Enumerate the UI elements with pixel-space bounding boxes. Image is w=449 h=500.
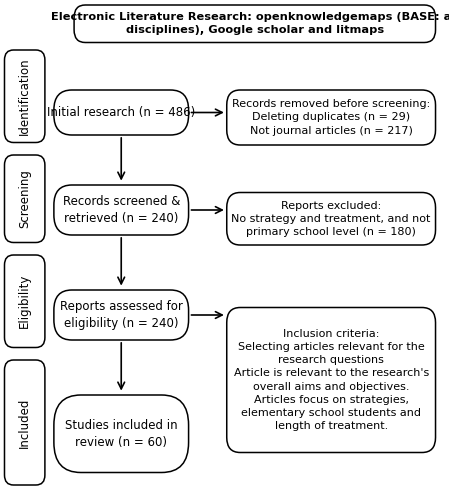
FancyBboxPatch shape [4, 255, 45, 348]
Text: Records screened &
retrieved (n = 240): Records screened & retrieved (n = 240) [62, 195, 180, 225]
FancyBboxPatch shape [227, 90, 436, 145]
FancyBboxPatch shape [227, 308, 436, 452]
Text: Reports excluded:
No strategy and treatment, and not
primary school level (n = 1: Reports excluded: No strategy and treatm… [231, 200, 431, 237]
FancyBboxPatch shape [54, 185, 189, 235]
FancyBboxPatch shape [4, 360, 45, 485]
Text: Included: Included [18, 398, 31, 448]
FancyBboxPatch shape [227, 192, 436, 245]
FancyBboxPatch shape [54, 290, 189, 340]
Text: Screening: Screening [18, 170, 31, 228]
FancyBboxPatch shape [54, 90, 189, 135]
Text: Electronic Literature Research: openknowledgemaps (BASE: all
disciplines), Googl: Electronic Literature Research: openknow… [51, 12, 449, 36]
Text: Inclusion criteria:
Selecting articles relevant for the
research questions
Artic: Inclusion criteria: Selecting articles r… [233, 329, 429, 431]
FancyBboxPatch shape [4, 50, 45, 142]
Text: Studies included in
review (n = 60): Studies included in review (n = 60) [65, 419, 177, 449]
Text: Reports assessed for
eligibility (n = 240): Reports assessed for eligibility (n = 24… [60, 300, 183, 330]
FancyBboxPatch shape [74, 5, 436, 43]
FancyBboxPatch shape [4, 155, 45, 242]
Text: Identification: Identification [18, 58, 31, 135]
Text: Initial research (n = 486): Initial research (n = 486) [47, 106, 195, 119]
Text: Records removed before screening:
Deleting duplicates (n = 29)
Not journal artic: Records removed before screening: Deleti… [232, 100, 430, 136]
Text: Eligibility: Eligibility [18, 274, 31, 328]
FancyBboxPatch shape [54, 395, 189, 472]
